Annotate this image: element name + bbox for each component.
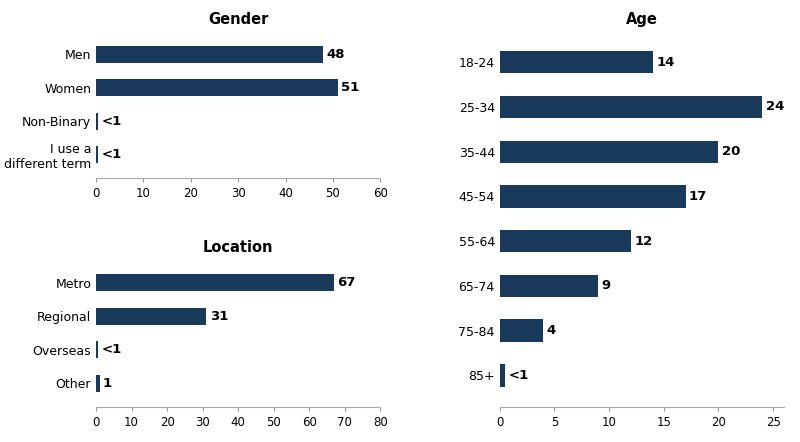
Text: 31: 31: [210, 310, 228, 323]
Bar: [96, 80, 338, 96]
Bar: [96, 146, 98, 163]
Bar: [500, 230, 631, 252]
Bar: [96, 113, 98, 130]
Bar: [500, 141, 718, 163]
Bar: [500, 274, 598, 297]
Title: Location: Location: [203, 240, 274, 255]
Text: 24: 24: [766, 100, 784, 114]
Bar: [500, 320, 543, 342]
Text: 51: 51: [341, 81, 359, 94]
Title: Gender: Gender: [208, 12, 268, 27]
Title: Age: Age: [626, 12, 658, 27]
Text: 17: 17: [689, 190, 707, 203]
Text: 1: 1: [103, 377, 112, 390]
Text: 14: 14: [656, 56, 674, 69]
Bar: [96, 274, 334, 291]
Text: 9: 9: [602, 279, 610, 292]
Text: <1: <1: [102, 149, 122, 161]
Text: 20: 20: [722, 145, 740, 158]
Bar: [96, 308, 206, 324]
Text: 48: 48: [327, 48, 346, 61]
Text: 4: 4: [547, 324, 556, 337]
Text: <1: <1: [509, 369, 529, 382]
Bar: [96, 375, 99, 392]
Text: 12: 12: [634, 235, 653, 248]
Bar: [500, 96, 762, 118]
Bar: [96, 341, 98, 358]
Bar: [500, 51, 653, 73]
Text: <1: <1: [102, 115, 122, 128]
Bar: [500, 364, 505, 386]
Bar: [96, 46, 323, 63]
Text: 67: 67: [338, 276, 356, 289]
Text: <1: <1: [101, 343, 122, 356]
Bar: [500, 185, 686, 208]
